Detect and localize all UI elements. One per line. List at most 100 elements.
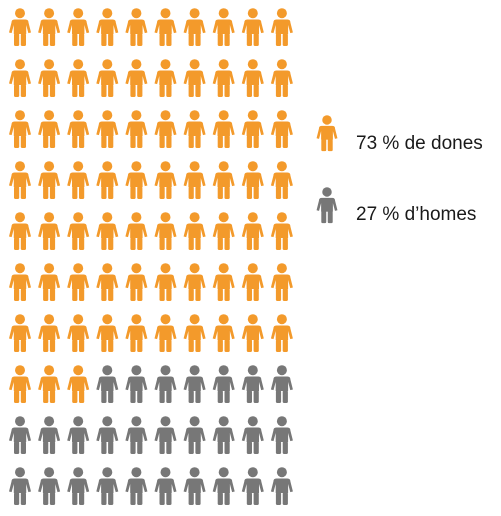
person-icon — [212, 212, 235, 250]
person-icon — [270, 8, 293, 46]
person-icon — [183, 314, 206, 352]
person-icon — [38, 263, 61, 301]
person-icon — [183, 110, 206, 148]
person-icon — [241, 314, 264, 352]
person-icon — [9, 467, 31, 505]
legend-label-men: 27 % d’homes — [356, 204, 476, 225]
person-icon — [212, 365, 235, 403]
person-icon — [125, 365, 148, 403]
person-icon — [125, 59, 148, 97]
person-icon — [212, 59, 235, 97]
person-icon — [241, 161, 264, 199]
person-icon — [9, 314, 31, 352]
person-icon — [38, 212, 61, 250]
person-icon — [154, 212, 177, 250]
person-icon — [241, 467, 264, 505]
person-icon — [183, 212, 206, 250]
person-icon — [183, 416, 206, 454]
person-icon — [67, 314, 90, 352]
person-icon — [316, 115, 338, 152]
person-icon — [154, 161, 177, 199]
person-icon — [9, 8, 31, 46]
person-icon — [67, 59, 90, 97]
person-icon — [38, 314, 61, 352]
person-icon — [270, 365, 293, 403]
person-icon — [241, 59, 264, 97]
person-icon — [270, 110, 293, 148]
person-icon — [154, 467, 177, 505]
person-icon — [183, 59, 206, 97]
person-icon — [125, 110, 148, 148]
person-icon — [38, 416, 61, 454]
person-icon — [125, 416, 148, 454]
legend-item-women: 73 % de dones — [316, 115, 483, 154]
person-icon — [9, 110, 31, 148]
person-icon — [125, 314, 148, 352]
person-icon — [96, 59, 119, 97]
person-icon — [154, 314, 177, 352]
person-icon — [183, 467, 206, 505]
legend-label-women: 73 % de dones — [356, 133, 483, 154]
person-icon — [9, 59, 31, 97]
person-icon — [96, 467, 119, 505]
person-icon — [9, 212, 31, 250]
pictogram-grid — [9, 8, 293, 505]
legend-item-men: 27 % d’homes — [316, 187, 476, 225]
person-icon — [38, 59, 61, 97]
person-icon — [96, 416, 119, 454]
person-icon — [96, 110, 119, 148]
person-icon — [154, 365, 177, 403]
person-icon — [270, 416, 293, 454]
person-icon — [270, 263, 293, 301]
person-icon — [316, 187, 338, 224]
person-icon — [154, 263, 177, 301]
person-icon — [154, 59, 177, 97]
person-icon — [270, 59, 293, 97]
person-icon — [212, 467, 235, 505]
person-icon — [154, 8, 177, 46]
person-icon — [67, 263, 90, 301]
person-icon — [9, 263, 31, 301]
person-icon — [67, 8, 90, 46]
person-icon — [96, 161, 119, 199]
person-icon — [241, 212, 264, 250]
person-icon — [67, 212, 90, 250]
person-icon — [96, 314, 119, 352]
person-icon — [38, 467, 61, 505]
legend: 73 % de dones 27 % d’homes — [316, 115, 483, 225]
person-icon — [67, 365, 90, 403]
person-icon — [96, 8, 119, 46]
person-icon — [96, 263, 119, 301]
person-icon — [154, 416, 177, 454]
person-icon — [270, 314, 293, 352]
person-icon — [9, 365, 31, 403]
person-icon — [125, 467, 148, 505]
person-icon — [270, 467, 293, 505]
person-icon — [183, 8, 206, 46]
person-icon — [96, 212, 119, 250]
person-icon — [125, 161, 148, 199]
person-icon — [212, 416, 235, 454]
person-icon — [212, 161, 235, 199]
person-icon — [154, 110, 177, 148]
person-icon — [38, 110, 61, 148]
person-icon — [67, 416, 90, 454]
person-icon — [183, 263, 206, 301]
person-icon — [67, 110, 90, 148]
person-icon — [212, 110, 235, 148]
person-icon — [212, 263, 235, 301]
person-icon — [67, 161, 90, 199]
person-icon — [241, 8, 264, 46]
person-icon — [270, 212, 293, 250]
person-icon — [241, 416, 264, 454]
person-icon — [125, 212, 148, 250]
person-icon — [241, 365, 264, 403]
person-icon — [241, 110, 264, 148]
person-icon — [241, 263, 264, 301]
person-icon — [38, 161, 61, 199]
person-icon — [38, 365, 61, 403]
person-icon — [125, 8, 148, 46]
person-icon — [125, 263, 148, 301]
person-icon — [183, 365, 206, 403]
